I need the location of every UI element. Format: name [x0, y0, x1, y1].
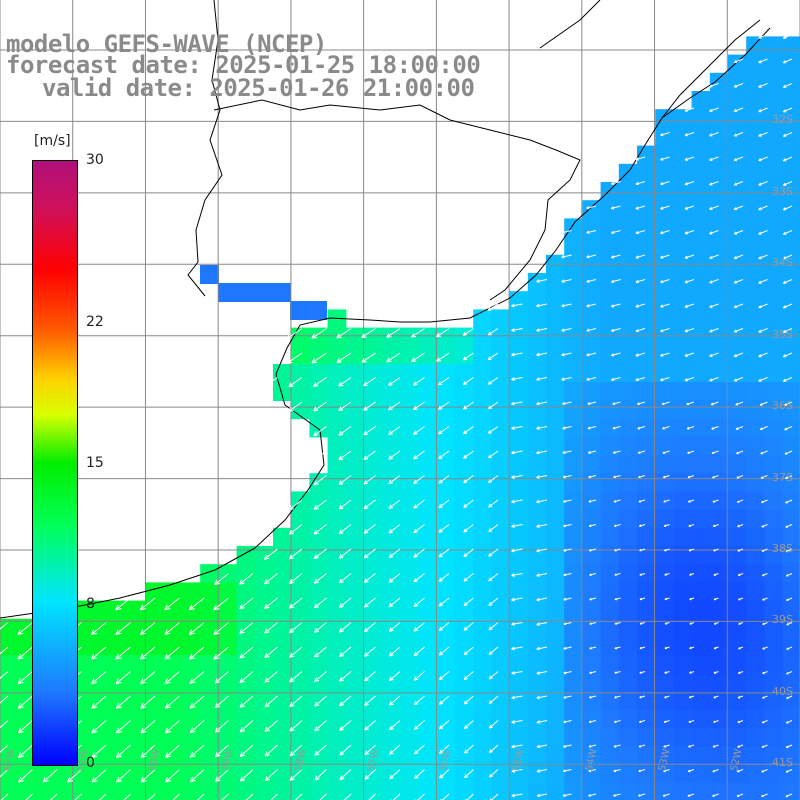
colorbar-tick-label: 15: [86, 455, 104, 471]
title-valid-date: valid date: 2025-01-26 21:00:00: [42, 74, 475, 102]
lat-label: 38S: [772, 542, 793, 555]
colorbar-gradient: [32, 160, 78, 766]
lat-label: 34S: [772, 256, 793, 270]
title-model: modelo GEFS-WAVE (NCEP): [6, 30, 327, 58]
title-forecast-date: forecast date: 2025-01-25 18:00:00: [6, 51, 481, 79]
colorbar-tick-label: 8: [86, 596, 95, 613]
colorbar-tick-label: 22: [86, 313, 104, 330]
colorbar-tick-label: 30: [86, 152, 104, 168]
colorbar-tick-label: 0: [86, 755, 95, 771]
lat-label: 35S: [772, 327, 793, 341]
coastline: [0, 0, 771, 619]
lat-label: 40S: [772, 684, 793, 698]
lat-label: 36S: [772, 399, 793, 413]
lat-label: 37S: [772, 470, 793, 484]
wind-speed-cells: [0, 36, 800, 800]
lat-label: 32S: [772, 113, 793, 127]
lat-label: 33S: [772, 184, 793, 198]
lat-label: 39S: [772, 613, 793, 627]
colorbar-unit: [m/s]: [34, 133, 71, 149]
lat-label: 41S: [772, 756, 793, 770]
